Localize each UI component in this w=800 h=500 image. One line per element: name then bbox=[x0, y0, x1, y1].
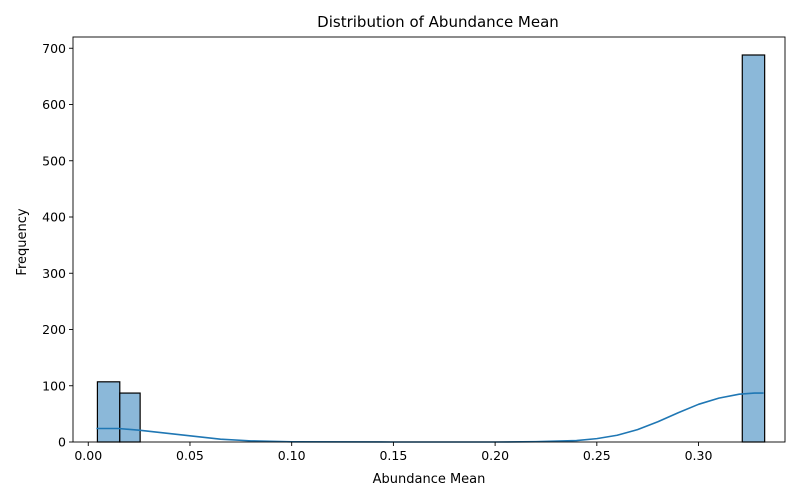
y-tick-label: 100 bbox=[42, 378, 66, 393]
plot-frame bbox=[72, 36, 786, 443]
y-tick-label: 700 bbox=[42, 41, 66, 56]
x-tick-label: 0.00 bbox=[74, 448, 102, 463]
y-axis-label: Frequency bbox=[15, 208, 30, 275]
x-tick-label: 0.30 bbox=[685, 448, 713, 463]
y-tick-label: 500 bbox=[42, 153, 66, 168]
y-tick-label: 400 bbox=[42, 210, 66, 225]
histogram-bar-1 bbox=[119, 392, 141, 443]
x-tick-label: 0.10 bbox=[278, 448, 306, 463]
x-tick-label: 0.05 bbox=[176, 448, 204, 463]
histogram-bars bbox=[96, 54, 766, 443]
x-tick-label: 0.15 bbox=[379, 448, 407, 463]
y-tick-label: 0 bbox=[58, 435, 66, 450]
y-tick-label: 200 bbox=[42, 322, 66, 337]
x-axis-label: Abundance Mean bbox=[373, 472, 486, 487]
x-tick-label: 0.20 bbox=[481, 448, 509, 463]
kde-curve bbox=[96, 392, 764, 443]
y-tick-label: 600 bbox=[42, 97, 66, 112]
x-tick-label: 0.25 bbox=[583, 448, 611, 463]
y-axis-ticks: 0 100 200 300 400 500 600 700 bbox=[42, 41, 73, 450]
chart-title: Distribution of Abundance Mean bbox=[317, 13, 559, 31]
y-tick-label: 300 bbox=[42, 266, 66, 281]
histogram-bar-2 bbox=[741, 54, 766, 443]
histogram-bar-0 bbox=[96, 381, 121, 443]
x-axis-ticks: 0.00 0.05 0.10 0.15 0.20 0.25 0.30 bbox=[74, 442, 713, 463]
